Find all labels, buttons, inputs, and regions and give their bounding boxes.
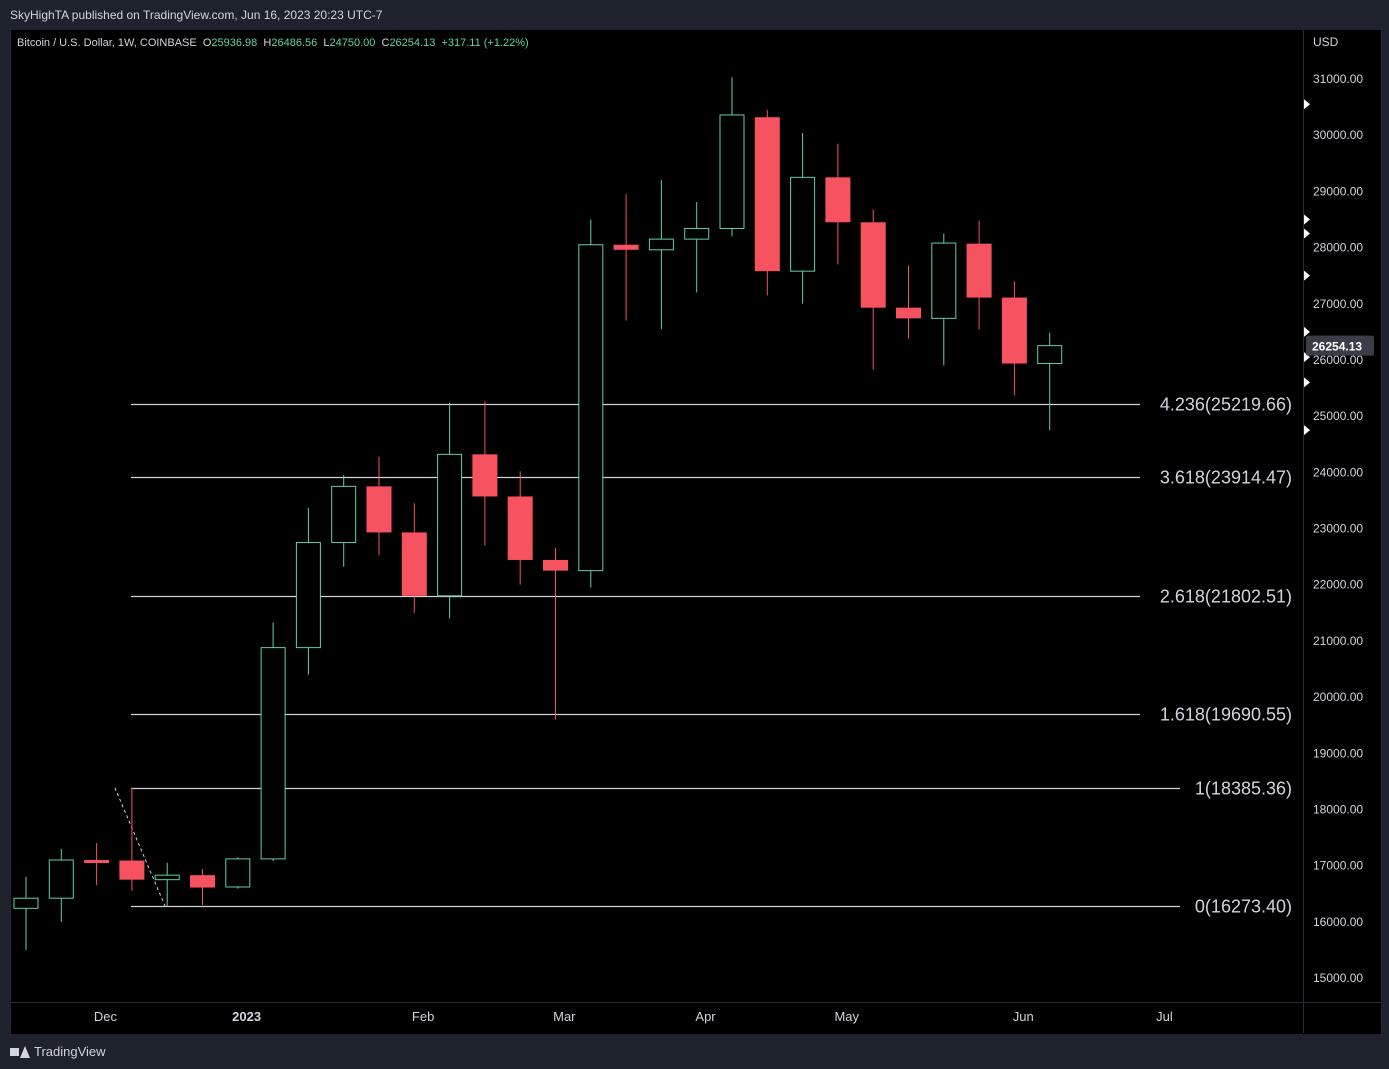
close-value: 26254.13 — [389, 37, 435, 49]
time-tick-label: Feb — [412, 1009, 434, 1024]
candle-body — [1001, 297, 1027, 364]
plot-area — [11, 30, 1303, 1002]
alert-marker-icon — [1304, 352, 1310, 363]
price-tick-label: 27000.00 — [1313, 297, 1363, 311]
candle-body — [578, 244, 604, 572]
candle-body — [472, 454, 498, 497]
price-tick-label: 29000.00 — [1313, 184, 1363, 198]
alert-marker-icon — [1304, 270, 1310, 281]
candle-body — [366, 486, 392, 533]
price-tick-label: 20000.00 — [1313, 690, 1363, 704]
price-tick-label: 25000.00 — [1313, 409, 1363, 423]
candle-body — [719, 114, 745, 229]
candle-body — [260, 647, 286, 860]
fib-level-label: 2.618(21802.51) — [1160, 587, 1292, 607]
candle-body — [613, 244, 639, 250]
candle-body — [648, 238, 674, 251]
price-axis-unit: USD — [1313, 35, 1339, 49]
fib-level-label: 1(18385.36) — [1195, 779, 1292, 799]
candle-body — [13, 897, 39, 909]
candle-body — [1037, 345, 1063, 364]
symbol-name: Bitcoin / U.S. Dollar, 1W, COINBASE — [17, 37, 197, 49]
ohlc-legend: Bitcoin / U.S. Dollar, 1W, COINBASE O259… — [17, 37, 529, 49]
candle-body — [684, 227, 710, 240]
candle-body — [48, 859, 74, 899]
last-price-label: 26254.13 — [1312, 340, 1362, 354]
price-tick-label: 21000.00 — [1313, 634, 1363, 648]
price-tick-label: 28000.00 — [1313, 241, 1363, 255]
time-tick-label: Jul — [1156, 1009, 1173, 1024]
price-tick-label: 24000.00 — [1313, 465, 1363, 479]
alert-marker-icon — [1304, 228, 1310, 239]
time-tick-label: 2023 — [232, 1009, 261, 1024]
open-label: O — [197, 37, 212, 49]
time-axis — [11, 1003, 1381, 1034]
chart[interactable]: Bitcoin / U.S. Dollar, 1W, COINBASE O259… — [0, 0, 1389, 1035]
price-tick-label: 30000.00 — [1313, 128, 1363, 142]
candle-body — [507, 496, 533, 560]
high-value: 26486.56 — [271, 37, 317, 49]
brand-name: TradingView — [34, 1044, 106, 1059]
alert-marker-icon — [1304, 377, 1310, 388]
price-tick-label: 31000.00 — [1313, 72, 1363, 86]
tradingview-logo-icon — [10, 1045, 30, 1058]
candle-body — [190, 875, 215, 888]
candle-body — [543, 559, 568, 571]
candle-body — [295, 542, 321, 649]
candle-body — [790, 176, 816, 272]
candle-body — [754, 117, 780, 272]
last-price-badge — [1306, 335, 1374, 356]
price-tick-label: 26000.00 — [1313, 353, 1363, 367]
price-tick-label: 18000.00 — [1313, 802, 1363, 816]
open-value: 25936.98 — [211, 37, 257, 49]
time-tick-label: Dec — [94, 1009, 118, 1024]
candle-body — [896, 307, 921, 319]
candle-body — [84, 860, 110, 864]
candle-body — [225, 858, 251, 888]
change-value: +317.11 (+1.22%) — [435, 37, 528, 49]
alert-marker-icon — [1304, 214, 1310, 225]
fib-level-label: 0(16273.40) — [1195, 897, 1292, 917]
low-value: 24750.00 — [329, 37, 375, 49]
candle-body — [437, 453, 463, 597]
candle-body — [154, 874, 180, 881]
footer: TradingView — [0, 1035, 1389, 1069]
alert-marker-icon — [1304, 326, 1310, 337]
candle-body — [119, 860, 145, 880]
fib-level-label: 4.236(25219.66) — [1160, 395, 1292, 415]
header: SkyHighTA published on TradingView.com, … — [0, 0, 1389, 30]
time-tick-label: May — [834, 1009, 859, 1024]
candle-body — [966, 243, 992, 298]
alert-marker-icon — [1304, 425, 1310, 436]
published-info: SkyHighTA published on TradingView.com, … — [10, 8, 383, 22]
price-tick-label: 19000.00 — [1313, 746, 1363, 760]
price-tick-label: 15000.00 — [1313, 971, 1363, 985]
low-label: L — [317, 37, 329, 49]
fib-level-label: 3.618(23914.47) — [1160, 468, 1292, 488]
price-tick-label: 23000.00 — [1313, 522, 1363, 536]
alert-marker-icon — [1304, 99, 1310, 110]
time-tick-label: Apr — [695, 1009, 716, 1024]
price-axis — [1304, 30, 1381, 1002]
high-label: H — [257, 37, 271, 49]
candle-body — [860, 222, 886, 308]
time-tick-label: Jun — [1013, 1009, 1034, 1024]
candle-body — [331, 485, 357, 544]
candle-body — [931, 242, 957, 319]
close-label: C — [375, 37, 389, 49]
tradingview-logo[interactable]: TradingView — [10, 1044, 106, 1059]
time-tick-label: Mar — [553, 1009, 576, 1024]
price-tick-label: 17000.00 — [1313, 859, 1363, 873]
candle-body — [825, 177, 851, 223]
price-tick-label: 22000.00 — [1313, 578, 1363, 592]
price-tick-label: 16000.00 — [1313, 915, 1363, 929]
fib-level-label: 1.618(19690.55) — [1160, 705, 1292, 725]
candle-body — [401, 532, 427, 596]
